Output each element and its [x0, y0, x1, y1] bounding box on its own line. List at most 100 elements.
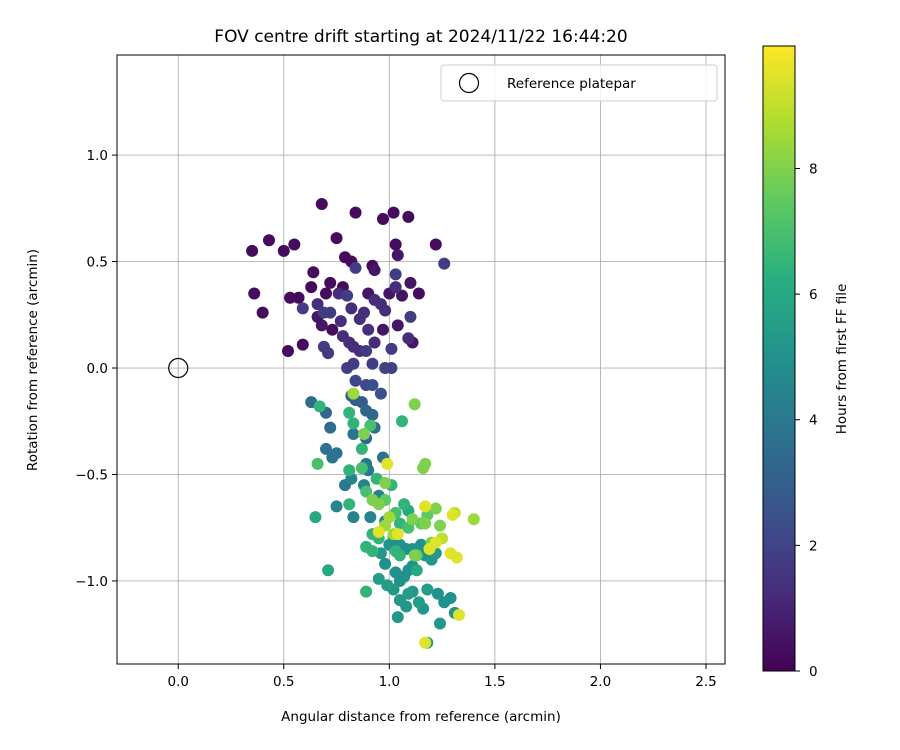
data-point — [366, 545, 379, 558]
data-point — [389, 281, 402, 294]
data-point — [450, 551, 463, 564]
data-point — [263, 234, 275, 247]
data-point — [389, 238, 402, 251]
data-point — [381, 457, 394, 470]
data-point — [400, 600, 413, 613]
data-point — [349, 206, 362, 219]
data-point — [341, 289, 354, 302]
data-point — [307, 266, 320, 279]
x-tick-label: 2.5 — [695, 674, 716, 690]
data-point — [330, 500, 343, 513]
plot-area-frame — [116, 54, 726, 665]
colorbar-tick-label: 8 — [809, 161, 818, 177]
data-point — [311, 298, 324, 311]
data-point — [364, 419, 377, 432]
x-tick-label: 1.0 — [379, 674, 400, 690]
data-point — [393, 549, 406, 562]
data-point — [347, 428, 360, 441]
data-point — [402, 332, 415, 345]
data-point — [372, 525, 385, 538]
data-point — [398, 498, 411, 511]
colorbar-tick-label: 6 — [809, 287, 818, 303]
grid — [117, 55, 725, 664]
data-point — [248, 287, 261, 300]
colorbar-tick-label: 0 — [809, 664, 818, 680]
data-point — [402, 210, 415, 223]
x-tick-label: 0.0 — [167, 674, 188, 690]
data-point — [379, 557, 392, 570]
data-point — [362, 323, 375, 336]
colorbar: 0 2 4 6 8 Hours from first FF file — [762, 45, 850, 680]
data-point — [391, 249, 404, 262]
data-point — [343, 406, 356, 419]
data-point — [288, 238, 301, 251]
y-tick-label: 1.0 — [87, 148, 108, 164]
data-point — [406, 513, 419, 526]
data-point — [322, 347, 335, 360]
y-axis-label: Rotation from reference (arcmin) — [25, 249, 41, 471]
data-point — [324, 421, 337, 434]
data-point — [412, 596, 425, 609]
data-point — [434, 519, 446, 532]
data-point — [381, 579, 394, 592]
data-point — [387, 206, 400, 219]
data-point — [366, 379, 379, 392]
data-point — [408, 549, 421, 562]
data-point — [256, 306, 269, 319]
y-axis-ticks: −1.0 −0.5 0.0 0.5 1.0 — [75, 148, 117, 590]
data-point — [431, 587, 444, 600]
x-axis-label: Angular distance from reference (arcmin) — [281, 709, 561, 725]
data-point — [410, 564, 423, 577]
data-point — [334, 315, 347, 328]
data-point — [446, 508, 459, 521]
reference-platepar-marker — [168, 357, 189, 379]
data-point — [444, 591, 457, 604]
data-point — [438, 257, 451, 270]
data-point — [377, 212, 389, 225]
data-point — [360, 485, 373, 498]
colorbar-tick-label: 4 — [809, 413, 818, 429]
data-point — [419, 636, 432, 649]
data-point — [366, 357, 379, 370]
y-tick-label: −1.0 — [75, 574, 108, 590]
data-point — [277, 244, 290, 257]
data-point — [246, 244, 259, 257]
data-point — [379, 477, 392, 490]
data-point — [372, 498, 385, 511]
colorbar-gradient — [762, 45, 796, 672]
data-point — [358, 428, 370, 441]
data-point — [364, 511, 377, 524]
data-point — [347, 417, 360, 430]
legend-box — [440, 64, 718, 102]
data-point — [324, 306, 337, 319]
data-point — [366, 408, 379, 421]
data-point — [315, 198, 328, 211]
legend-marker-reference — [458, 72, 480, 94]
data-point — [330, 447, 343, 460]
data-point — [429, 238, 442, 251]
x-tick-label: 1.5 — [484, 674, 505, 690]
data-point — [385, 342, 398, 355]
data-point — [296, 302, 309, 315]
y-tick-label: 0.5 — [87, 255, 108, 271]
data-point — [467, 513, 480, 526]
data-point — [360, 344, 373, 357]
data-point — [453, 609, 465, 622]
x-axis-ticks: 0.0 0.5 1.0 1.5 2.0 2.5 — [167, 664, 717, 690]
data-point — [284, 291, 297, 304]
data-point — [379, 304, 392, 317]
data-point — [389, 268, 402, 281]
data-point — [347, 357, 360, 370]
data-point — [320, 287, 332, 300]
data-point — [360, 585, 373, 598]
colorbar-label: Hours from first FF file — [834, 284, 850, 435]
x-tick-label: 0.5 — [273, 674, 294, 690]
data-point — [429, 536, 442, 549]
y-tick-label: 0.0 — [87, 361, 108, 377]
data-point — [343, 464, 356, 477]
data-point — [326, 323, 339, 336]
data-point — [408, 398, 421, 411]
data-point — [404, 276, 417, 289]
data-point — [396, 415, 408, 428]
legend-label-reference: Reference platepar — [507, 76, 636, 92]
